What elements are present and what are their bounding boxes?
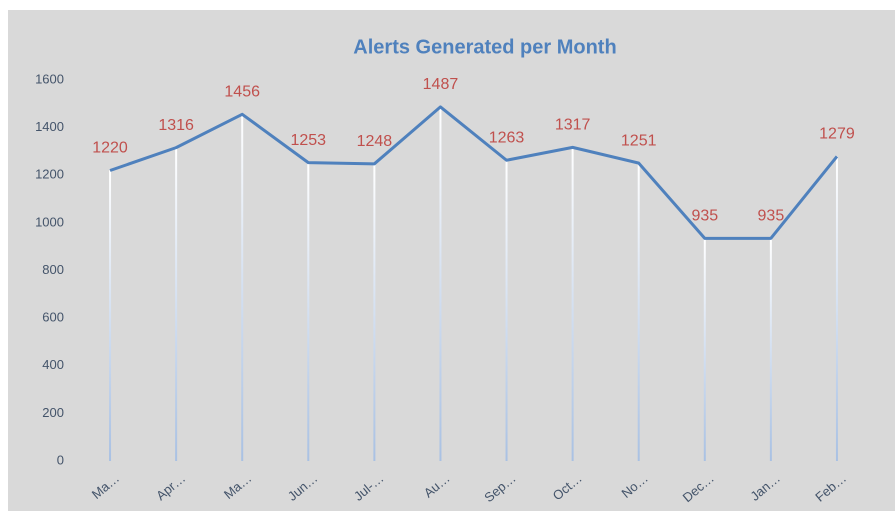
data-label: 1487	[423, 76, 459, 93]
data-label: 1316	[158, 117, 194, 134]
data-label: 1279	[819, 126, 855, 143]
y-tick-label: 1400	[35, 119, 64, 134]
drop-line	[703, 238, 706, 461]
data-label: 935	[691, 208, 718, 225]
data-label: 1263	[489, 129, 525, 146]
drop-line	[175, 147, 178, 461]
drop-line	[505, 160, 508, 462]
drop-line	[439, 106, 442, 461]
y-tick-label: 1200	[35, 167, 64, 182]
data-label: 1253	[290, 132, 326, 149]
drop-line	[769, 238, 772, 461]
chart-background	[8, 10, 895, 511]
drop-line	[373, 163, 376, 461]
chart-title: Alerts Generated per Month	[353, 36, 616, 58]
y-tick-label: 1000	[35, 214, 64, 229]
data-label: 1248	[357, 133, 393, 150]
drop-line	[241, 114, 244, 461]
data-label: 1220	[92, 140, 128, 157]
data-label: 1456	[224, 84, 260, 101]
drop-line	[109, 170, 112, 462]
y-tick-label: 0	[57, 452, 64, 467]
drop-line	[835, 156, 838, 462]
drop-line	[571, 147, 574, 461]
y-tick-label: 600	[42, 310, 64, 325]
data-label: 1317	[555, 117, 591, 134]
data-label: 935	[758, 208, 785, 225]
y-tick-label: 1600	[35, 71, 64, 86]
data-label: 1251	[621, 132, 657, 149]
y-tick-label: 200	[42, 405, 64, 420]
y-tick-label: 800	[42, 262, 64, 277]
drop-line	[637, 163, 640, 461]
line-series	[109, 105, 839, 240]
drop-line	[307, 162, 310, 461]
y-tick-label: 400	[42, 357, 64, 372]
